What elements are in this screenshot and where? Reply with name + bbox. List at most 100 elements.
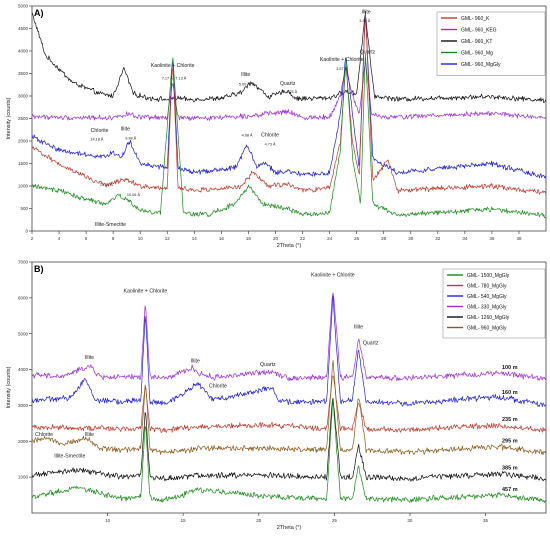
y-tick-label: 4500 [18,26,29,31]
annotation-label: 9.98 Å [125,136,136,141]
annotation-label: Kaolinite + Chlorite [124,288,168,294]
annotation-label: 4.73 Å [265,142,276,147]
x-tick-label: 24 [327,236,333,241]
y-tick-label: 4000 [18,49,29,54]
series-line [32,292,546,382]
annotation-label: 3.57 Å [336,66,347,71]
y-tick-label: 0 [25,229,28,234]
x-tick-label: 4 [58,236,61,241]
x-tick-label: 20 [256,518,262,523]
legend-entry: GML- 540_MgGly [467,294,507,300]
series-line [32,360,546,456]
annotation-label: Illite [85,432,94,438]
y-tick-label: 3000 [18,94,29,99]
x-tick-label: 8 [112,236,115,241]
legend: GML- 1500_MgGly GML- 780_MgGly GML- 540_Mg… [442,268,546,339]
legend-entry: GML- 330_MgGly [467,304,507,310]
annotation-label: Quartz [260,362,276,368]
legend-entry: GML- 1500_MgGly [467,273,510,279]
x-tick-label: 10 [105,518,111,523]
annotation-label: Chlorite [261,133,279,139]
y-tick-label: 2000 [18,439,29,444]
panel-label: B) [34,264,44,274]
x-tick-label: 38 [516,236,522,241]
y-tick-label: 1000 [18,475,29,480]
legend-box [436,11,546,76]
annotation-label: 4.25 Å [286,89,297,94]
x-tick-label: 30 [407,518,413,523]
annotation-label: 14.18 Å [90,137,104,142]
depth-label: 100 m [502,365,518,371]
depth-label: 160 m [502,390,518,396]
annotation-label: Quartz [363,340,379,346]
legend-entry: GML- 960_Mg [461,50,493,56]
depth-label: 235 m [502,417,518,423]
x-axis-label: 2Theta (°) [277,243,302,249]
x-tick-label: 22 [300,236,306,241]
x-tick-label: 16 [219,236,225,241]
panel-a-chart: A)2 4 6 8 10 12 14 16 18 20 22 24 26 28 30 32 34 36 380500… [6,4,547,249]
legend-entry: GML- 1260_MgGly [467,315,510,321]
x-tick-label: 36 [489,236,495,241]
y-axis-label: Intensity (counts) [6,366,12,408]
depth-label: 295 m [502,439,518,445]
y-tick-label: 7000 [18,260,29,265]
series-group [32,292,546,503]
annotation-label: 5.00 Å [239,82,250,87]
annotation-label: Chlorite [35,432,53,438]
annotation-label: 10.06 Å [127,192,141,197]
annotation-label: Kaolinite + Chlorite [311,272,355,278]
x-axis-label: 2Theta (°) [277,525,302,531]
y-tick-label: 1500 [18,161,29,166]
legend-entry: GML- 780_MgGly [467,283,507,289]
legend-entry: GML- 960_MgGly [467,325,507,331]
series-line [32,12,546,104]
panel-b-chart: B) 10 15 20 25 30 35 1000 2000 3000 4000 5000 6000 70… [6,260,547,531]
series-line [32,295,546,407]
series-line [32,53,546,219]
y-tick-label: 5000 [18,331,29,336]
series-line [32,399,546,503]
annotation-label: Chlorite [209,384,227,390]
x-tick-label: 34 [462,236,468,241]
depth-label: 457 m [502,487,518,493]
annotation-label: Illite [361,10,370,16]
y-tick-label: 2500 [18,116,29,121]
y-tick-label: 6000 [18,295,29,300]
annotation-label: Illite [191,358,200,364]
y-tick-label: 2000 [18,139,29,144]
annotation-label: Illite [121,127,130,133]
legend: GML- 960_K GML- 960_KEG GML- 960_KT GML- 96… [436,11,546,76]
x-tick-label: 28 [381,236,387,241]
annotation-label: Quartz [360,49,376,55]
x-tick-label: 35 [483,518,489,523]
series-group [32,10,546,219]
series-line [32,397,546,482]
y-tick-label: 3500 [18,71,29,76]
annotation-label: 4.98 Å [242,133,253,138]
annotation-label: 14.28 Å [100,182,114,187]
legend-entry: GML- 960_KT [461,39,492,45]
y-tick-label: 5000 [18,4,29,9]
annotation-label: Illite-Smectite [95,222,126,228]
y-tick-label: 500 [20,206,28,211]
series-line [32,375,546,434]
series-line [32,10,546,180]
x-tick-label: 32 [435,236,441,241]
x-tick-label: 25 [332,518,338,523]
legend-entry: GML- 960_MgGly [461,62,501,68]
panel-label: A) [34,8,44,18]
legend-box [442,268,546,339]
x-tick-label: 30 [408,236,414,241]
annotation-label: Illite [241,72,250,78]
series-line [32,60,546,121]
y-tick-label: 1000 [18,184,29,189]
annotation-label: Chlorite [91,128,109,134]
y-axis-label: Intensity (counts) [6,97,12,139]
annotation-label: Illite-Smectite [54,453,85,459]
depth-label: 385 m [502,465,518,471]
y-tick-label: 4000 [18,367,29,372]
series-line [32,14,546,195]
